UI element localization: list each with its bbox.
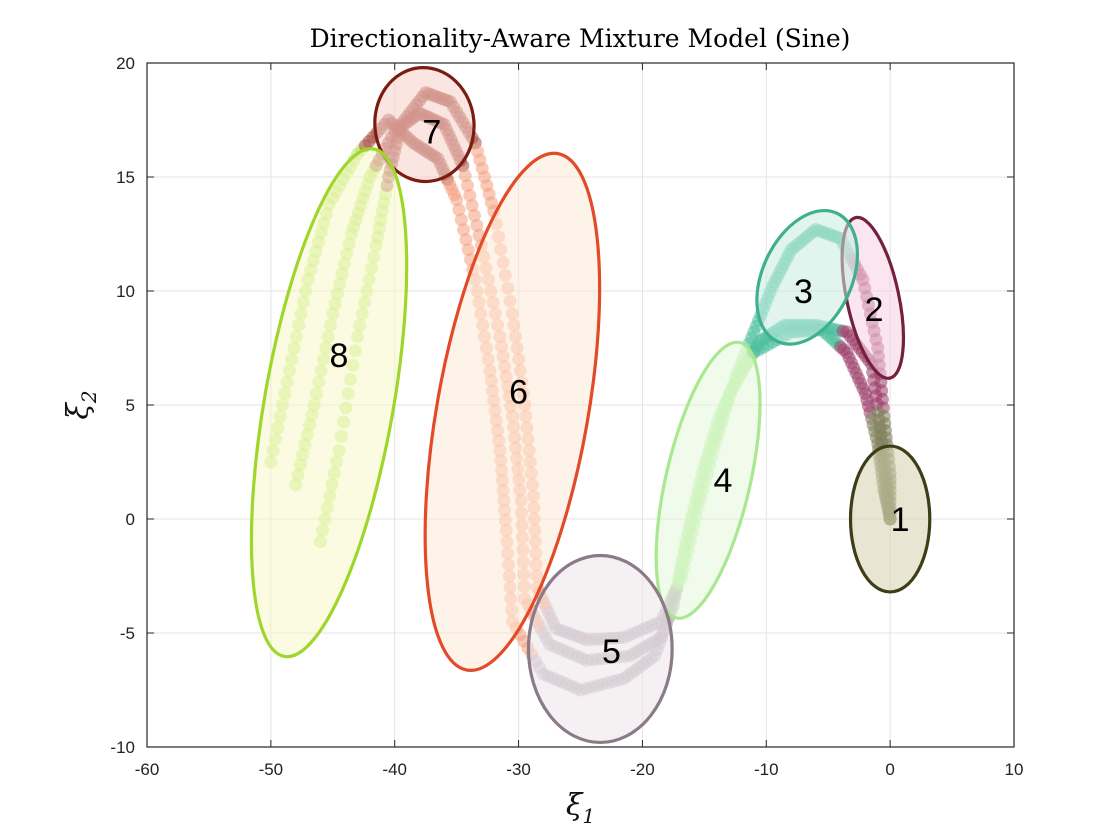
trajectory-point (458, 169, 472, 183)
y-tick-label: 0 (126, 510, 135, 529)
x-axis-label-symbol: ξ (566, 788, 584, 823)
cluster-ellipse-5 (526, 553, 674, 745)
cluster-label-6: 6 (509, 373, 528, 411)
y-axis-label-subscript: 2 (77, 390, 101, 404)
trajectory-point (454, 213, 468, 227)
y-tick-label: -5 (120, 624, 135, 643)
y-tick-label: -10 (110, 738, 135, 757)
cluster-ellipse-4 (654, 340, 762, 620)
trajectory-point (452, 203, 466, 217)
x-tick-label: -50 (259, 760, 284, 779)
trajectory-point (459, 233, 473, 247)
y-axis-label-symbol: ξ (61, 402, 96, 420)
cluster-label-2: 2 (865, 291, 884, 329)
cluster-ellipses (249, 66, 932, 745)
x-tick-label: -60 (135, 760, 160, 779)
trajectory-point (465, 199, 479, 212)
chart-title: Directionality-Aware Mixture Model (Sine… (310, 24, 851, 53)
x-tick-label: -40 (382, 760, 407, 779)
cluster-ellipse-6 (423, 151, 602, 672)
trajectory-point (450, 193, 464, 207)
trajectory-point (470, 218, 484, 232)
cluster-label-4: 4 (713, 462, 732, 500)
x-tick-label: 0 (885, 760, 894, 779)
y-tick-label: 5 (126, 396, 135, 415)
y-tick-label: 20 (116, 54, 135, 73)
trajectory-point (457, 223, 471, 237)
x-tick-label: -10 (754, 760, 779, 779)
cluster-label-7: 7 (422, 113, 441, 151)
x-tick-label: -20 (630, 760, 655, 779)
x-axis-label-subscript: 1 (582, 804, 595, 828)
x-tick-label: -30 (506, 760, 531, 779)
x-tick-label: 10 (1005, 760, 1024, 779)
trajectory-point (460, 179, 474, 193)
trajectory-point (463, 189, 477, 203)
cluster-ellipse-1 (848, 444, 932, 594)
cluster-label-8: 8 (330, 337, 349, 375)
cluster-ellipse-3 (755, 208, 860, 346)
cluster-ellipse-8 (249, 147, 409, 659)
y-axis-label: ξ2 (61, 390, 101, 419)
trajectory-point (467, 208, 481, 222)
cluster-label-3: 3 (794, 273, 813, 311)
cluster-ellipse-7 (373, 66, 476, 184)
cluster-labels: 1 2 3 4 5 6 7 8 (330, 113, 910, 671)
cluster-label-1: 1 (891, 501, 910, 539)
trajectory-point (461, 243, 475, 257)
y-tick-label: 15 (116, 168, 135, 187)
x-axis-label: ξ1 (566, 788, 595, 828)
y-tick-label: 10 (116, 282, 135, 301)
cluster-label-5: 5 (602, 633, 621, 671)
